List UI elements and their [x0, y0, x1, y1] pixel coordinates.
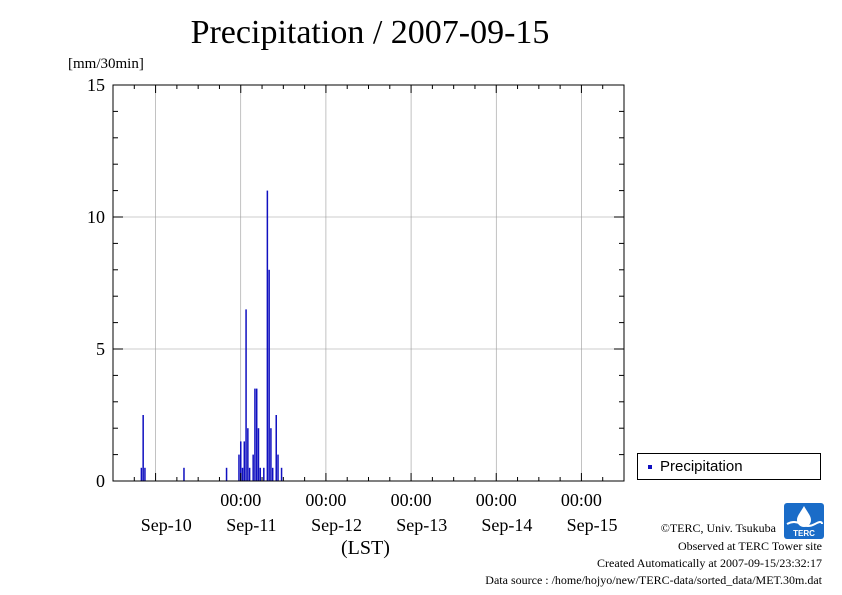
axis-ticks — [112, 84, 625, 482]
bar-series — [140, 190, 283, 481]
precipitation-bar — [268, 269, 270, 481]
precipitation-bar — [241, 467, 244, 481]
x-tick-date-label: Sep-15 — [567, 515, 618, 535]
precipitation-bar — [259, 467, 262, 481]
precipitation-bar — [144, 467, 146, 481]
precipitation-bar — [280, 467, 283, 481]
precipitation-bar — [142, 415, 144, 481]
y-tick-label: 15 — [87, 75, 105, 95]
legend-swatch — [648, 465, 652, 469]
precipitation-bar — [245, 309, 247, 481]
x-tick-date-label: Sep-13 — [396, 515, 447, 535]
precipitation-bar — [270, 428, 272, 481]
precipitation-bar — [183, 467, 185, 481]
precipitation-bar — [243, 441, 246, 481]
terc-logo-icon: TERC — [784, 503, 824, 539]
x-tick-date-label: Sep-12 — [311, 515, 362, 535]
precipitation-bar — [248, 467, 251, 481]
y-tick-label: 10 — [87, 207, 105, 227]
precipitation-bar — [238, 454, 240, 481]
grid — [113, 85, 624, 481]
x-tick-time-label: 00:00 — [305, 490, 346, 510]
precipitation-bar — [263, 467, 265, 481]
x-tick-date-label: Sep-10 — [141, 515, 192, 535]
precipitation-bar — [275, 415, 277, 481]
x-tick-time-label: 00:00 — [220, 490, 261, 510]
logo-text: TERC — [793, 529, 815, 538]
precipitation-bar — [140, 467, 143, 481]
precipitation-bar — [225, 467, 228, 481]
precipitation-bar — [277, 454, 279, 481]
copyright-text: ©TERC, Univ. Tsukuba — [660, 521, 776, 535]
x-tick-time-label: 00:00 — [391, 490, 432, 510]
precipitation-bar — [266, 190, 269, 481]
chart-title: Precipitation / 2007-09-15 — [190, 14, 550, 51]
created-text: Created Automatically at 2007-09-15/23:3… — [597, 556, 822, 570]
precipitation-bar — [247, 428, 249, 481]
x-axis-unit: (LST) — [341, 537, 390, 559]
x-tick-date-label: Sep-11 — [226, 515, 276, 535]
legend: Precipitation — [637, 453, 821, 480]
site-text: Observed at TERC Tower site — [677, 539, 822, 553]
source-text: Data source : /home/hojyo/new/TERC-data/… — [485, 573, 822, 587]
y-tick-label: 0 — [96, 471, 105, 491]
precipitation-bar — [257, 428, 260, 481]
x-tick-date-label: Sep-14 — [481, 515, 532, 535]
precipitation-bar — [254, 388, 256, 481]
precipitation-bar — [255, 388, 258, 481]
precipitation-bar — [239, 441, 242, 481]
x-tick-time-label: 00:00 — [561, 490, 602, 510]
y-axis-unit: [mm/30min] — [68, 56, 144, 72]
axis-labels: 0 5 10 15 00:00 00:00 00:00 00:00 00:00 Sep-10 Sep… — [87, 75, 618, 535]
y-tick-label: 5 — [96, 339, 105, 359]
plot-frame — [112, 84, 625, 482]
x-tick-time-label: 00:00 — [476, 490, 517, 510]
precipitation-bar — [252, 454, 254, 481]
legend-label: Precipitation — [660, 458, 743, 475]
precipitation-bar — [271, 467, 274, 481]
